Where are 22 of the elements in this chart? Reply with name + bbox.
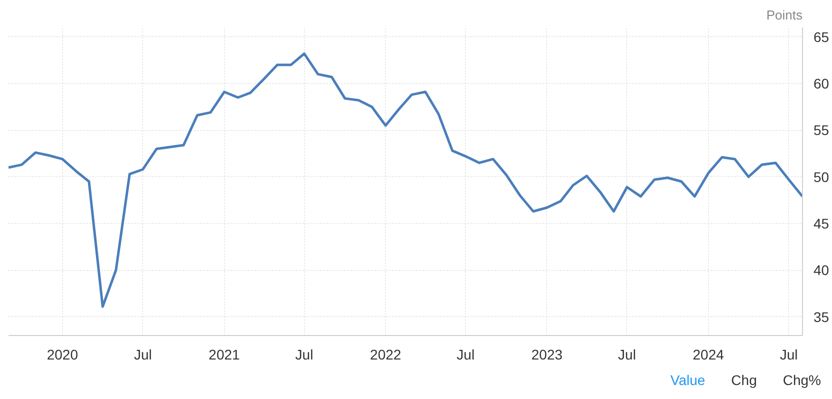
y-tick-label: 35 [814,308,830,325]
text: Chg% [782,372,821,388]
x-tick-label: Jul [456,346,475,362]
x-tick-label: 2023 [531,346,563,362]
x-tick-label: 2020 [46,346,78,362]
y-tick-label: 50 [814,168,830,185]
x-tick-label: 2022 [370,346,402,362]
x-tick-label: 2021 [208,346,240,362]
y-tick-label: 45 [814,216,830,232]
x-tick-label: Jul [618,346,636,362]
x-tick-label: 2024 [692,346,724,362]
y-tick-label: 60 [814,76,830,92]
text: Chg [731,372,757,388]
line-series [8,52,802,308]
text: Value [670,372,706,388]
y-axis-title: Points [766,8,803,22]
y-tick-label: 55 [814,122,830,138]
x-tick-label: Jul [295,346,314,362]
x-tick-label: Jul [780,346,798,362]
x-tick-label: Jul [134,346,152,362]
y-tick-label: 65 [814,28,830,45]
y-tick-label: 40 [814,262,830,278]
